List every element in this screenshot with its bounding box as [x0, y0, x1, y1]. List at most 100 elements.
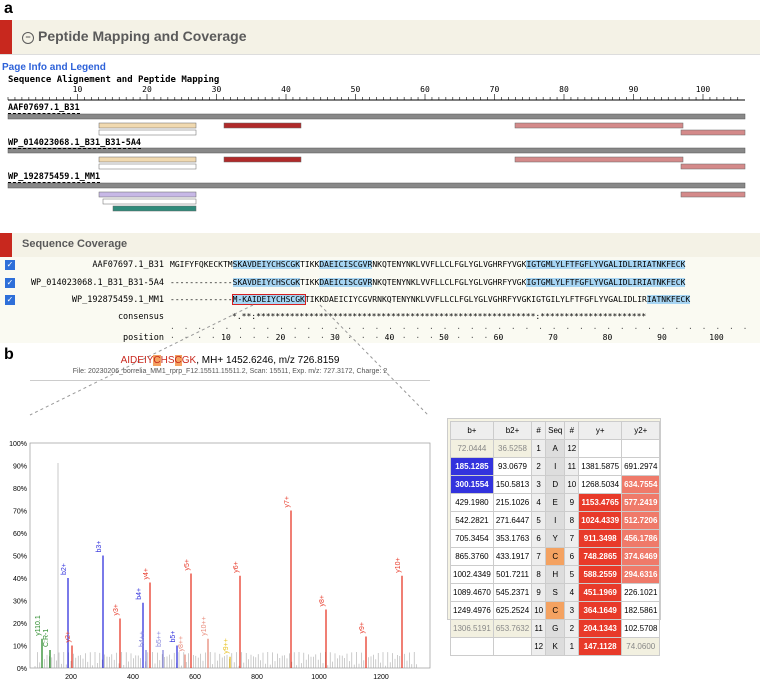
- table-cell: 748.2865: [578, 547, 623, 566]
- table-cell: 1381.5875: [578, 457, 623, 476]
- y-tick-label: 90%: [13, 464, 27, 471]
- peptide-bar[interactable]: [680, 129, 746, 136]
- position-tick-label: 90: [657, 333, 667, 342]
- y-tick-label: 80%: [13, 486, 27, 493]
- table-row: 72.0444 36.5258 1 A 12: [450, 439, 661, 458]
- row-checkbox[interactable]: ✓: [5, 295, 15, 305]
- table-cell: D: [545, 475, 566, 494]
- table-cell: 1153.4765: [578, 493, 623, 512]
- protein-bar: [7, 147, 746, 154]
- table-cell: 2: [531, 457, 547, 476]
- collapse-icon[interactable]: −: [22, 32, 34, 44]
- coverage-row-name: AAF07697.1_B31: [92, 260, 164, 270]
- peptide-bar[interactable]: [680, 191, 746, 198]
- y-tick-label: 10%: [13, 644, 27, 651]
- position-tick-label: 40: [385, 333, 395, 342]
- y-tick-label: 100%: [9, 441, 27, 448]
- spectrum-chart: 100% 90% 80% 70% 60% 50% 40% 30% 20% 10% 0% 200 400 6…: [9, 441, 431, 681]
- row-checkbox[interactable]: ✓: [5, 260, 15, 270]
- peptide-bar[interactable]: [223, 122, 302, 129]
- peptide-title: AIDEIYCHSCGK, MH+ 1452.6246, m/z 726.815…: [120, 355, 340, 366]
- ion-label: b4++: [139, 631, 146, 647]
- peptide-bar[interactable]: [98, 122, 197, 129]
- ruler-tick-label: 40: [281, 85, 291, 94]
- table-cell: 1306.5191: [450, 619, 494, 638]
- sequence-row: -------------SKAVDEIYCHSCGKTIKKDAEICISCG…: [170, 278, 686, 287]
- sequence-coverage-header[interactable]: Sequence Coverage: [0, 233, 760, 258]
- header-accent-bar: [0, 233, 12, 257]
- position-tick-label: 50: [439, 333, 449, 342]
- table-cell: [578, 439, 623, 458]
- table-cell: [492, 637, 533, 656]
- table-row: 865.3760 433.1917 7 C 6 748.2865 374.6469: [450, 547, 661, 566]
- table-cell: 300.1554: [450, 475, 494, 494]
- position-tick-label: 100: [709, 333, 724, 342]
- header-accent-bar: [0, 20, 12, 54]
- ion-label: y3+: [113, 604, 120, 615]
- peptide-bar[interactable]: [112, 205, 197, 212]
- table-cell: 512.7206: [621, 511, 661, 530]
- row-checkbox[interactable]: ✓: [5, 278, 15, 288]
- ion-label: y10++: [201, 616, 208, 635]
- table-cell: 182.5861: [621, 601, 661, 620]
- protein-label[interactable]: WP_014023068.1_B31_B31-5A4: [8, 138, 142, 149]
- peptide-bar[interactable]: [680, 163, 746, 170]
- table-cell: 102.5708: [621, 619, 661, 638]
- plot-frame: [29, 442, 431, 669]
- ion-label: b4+: [136, 588, 143, 600]
- peptide-bar[interactable]: [223, 156, 302, 163]
- table-row: 1002.4349 501.7211 8 H 5 588.2559 294.6316: [450, 565, 661, 584]
- peptide-bar[interactable]: [98, 156, 197, 163]
- table-cell: C: [545, 601, 566, 620]
- position-label: position: [123, 333, 164, 343]
- peptide-bar[interactable]: [98, 191, 197, 198]
- table-cell: 5: [564, 565, 580, 584]
- table-row: 705.3454 353.1763 6 Y 7 911.3498 456.1786: [450, 529, 661, 548]
- peptide-bar[interactable]: [102, 198, 197, 205]
- table-row: 1306.5191 653.7632 11 G 2 204.1343 102.5708: [450, 619, 661, 638]
- coverage-panel: [0, 257, 760, 343]
- position-tick-label: 70: [548, 333, 558, 342]
- ruler-tick-label: 50: [351, 85, 361, 94]
- position-dots: . . . . . . . . . . . . . . . . . . . . …: [170, 322, 750, 340]
- page-info-link[interactable]: Page Info and Legend: [2, 62, 106, 73]
- table-cell: 542.2821: [450, 511, 494, 530]
- ion-label: y2+: [65, 631, 72, 642]
- x-tick-label: 400: [127, 674, 139, 681]
- table-cell: 545.2371: [492, 583, 533, 602]
- table-cell: 271.6447: [492, 511, 533, 530]
- y-tick-label: 20%: [13, 621, 27, 628]
- peptide-tracks: [7, 113, 746, 212]
- table-cell: [450, 637, 494, 656]
- table-cell: 147.1128: [578, 637, 623, 656]
- position-tick-label: 10: [221, 333, 231, 342]
- table-cell: 451.1969: [578, 583, 623, 602]
- ruler-tick-label: 80: [559, 85, 569, 94]
- peptide-bar[interactable]: [98, 163, 197, 170]
- table-cell: 1: [531, 439, 547, 458]
- protein-label[interactable]: WP_192875459.1_MM1: [8, 172, 101, 183]
- table-cell: 653.7632: [492, 619, 533, 638]
- table-cell: H: [545, 565, 566, 584]
- peptide-mapping-header[interactable]: − Peptide Mapping and Coverage: [0, 20, 760, 55]
- peptide-bar[interactable]: [514, 156, 684, 163]
- peptide-bar[interactable]: [514, 122, 684, 129]
- table-cell: 364.1649: [578, 601, 623, 620]
- position-ticks: 10 20 30 40 50 60 70 80 90 100: [221, 333, 724, 342]
- table-cell: 577.2419: [621, 493, 661, 512]
- table-header: y+: [578, 421, 623, 440]
- protein-label[interactable]: AAF07697.1_B31: [8, 103, 80, 114]
- table-cell: 150.5813: [492, 475, 533, 494]
- table-cell: 1268.5034: [578, 475, 623, 494]
- table-cell: 3: [531, 475, 547, 494]
- table-cell: 1024.4339: [578, 511, 623, 530]
- sequence-row: MGIFYFQKECKTMSKAVDEIYCHSCGKTIKKDAEICISCG…: [170, 260, 686, 269]
- table-header: #: [564, 421, 580, 440]
- table-cell: 911.3498: [578, 529, 623, 548]
- table-cell: 5: [531, 511, 547, 530]
- peptide-bar[interactable]: [98, 129, 197, 136]
- ion-label: y10+: [395, 557, 402, 572]
- table-cell: 8: [531, 565, 547, 584]
- ruler-tick-label: 30: [212, 85, 222, 94]
- position-tick-label: 20: [276, 333, 286, 342]
